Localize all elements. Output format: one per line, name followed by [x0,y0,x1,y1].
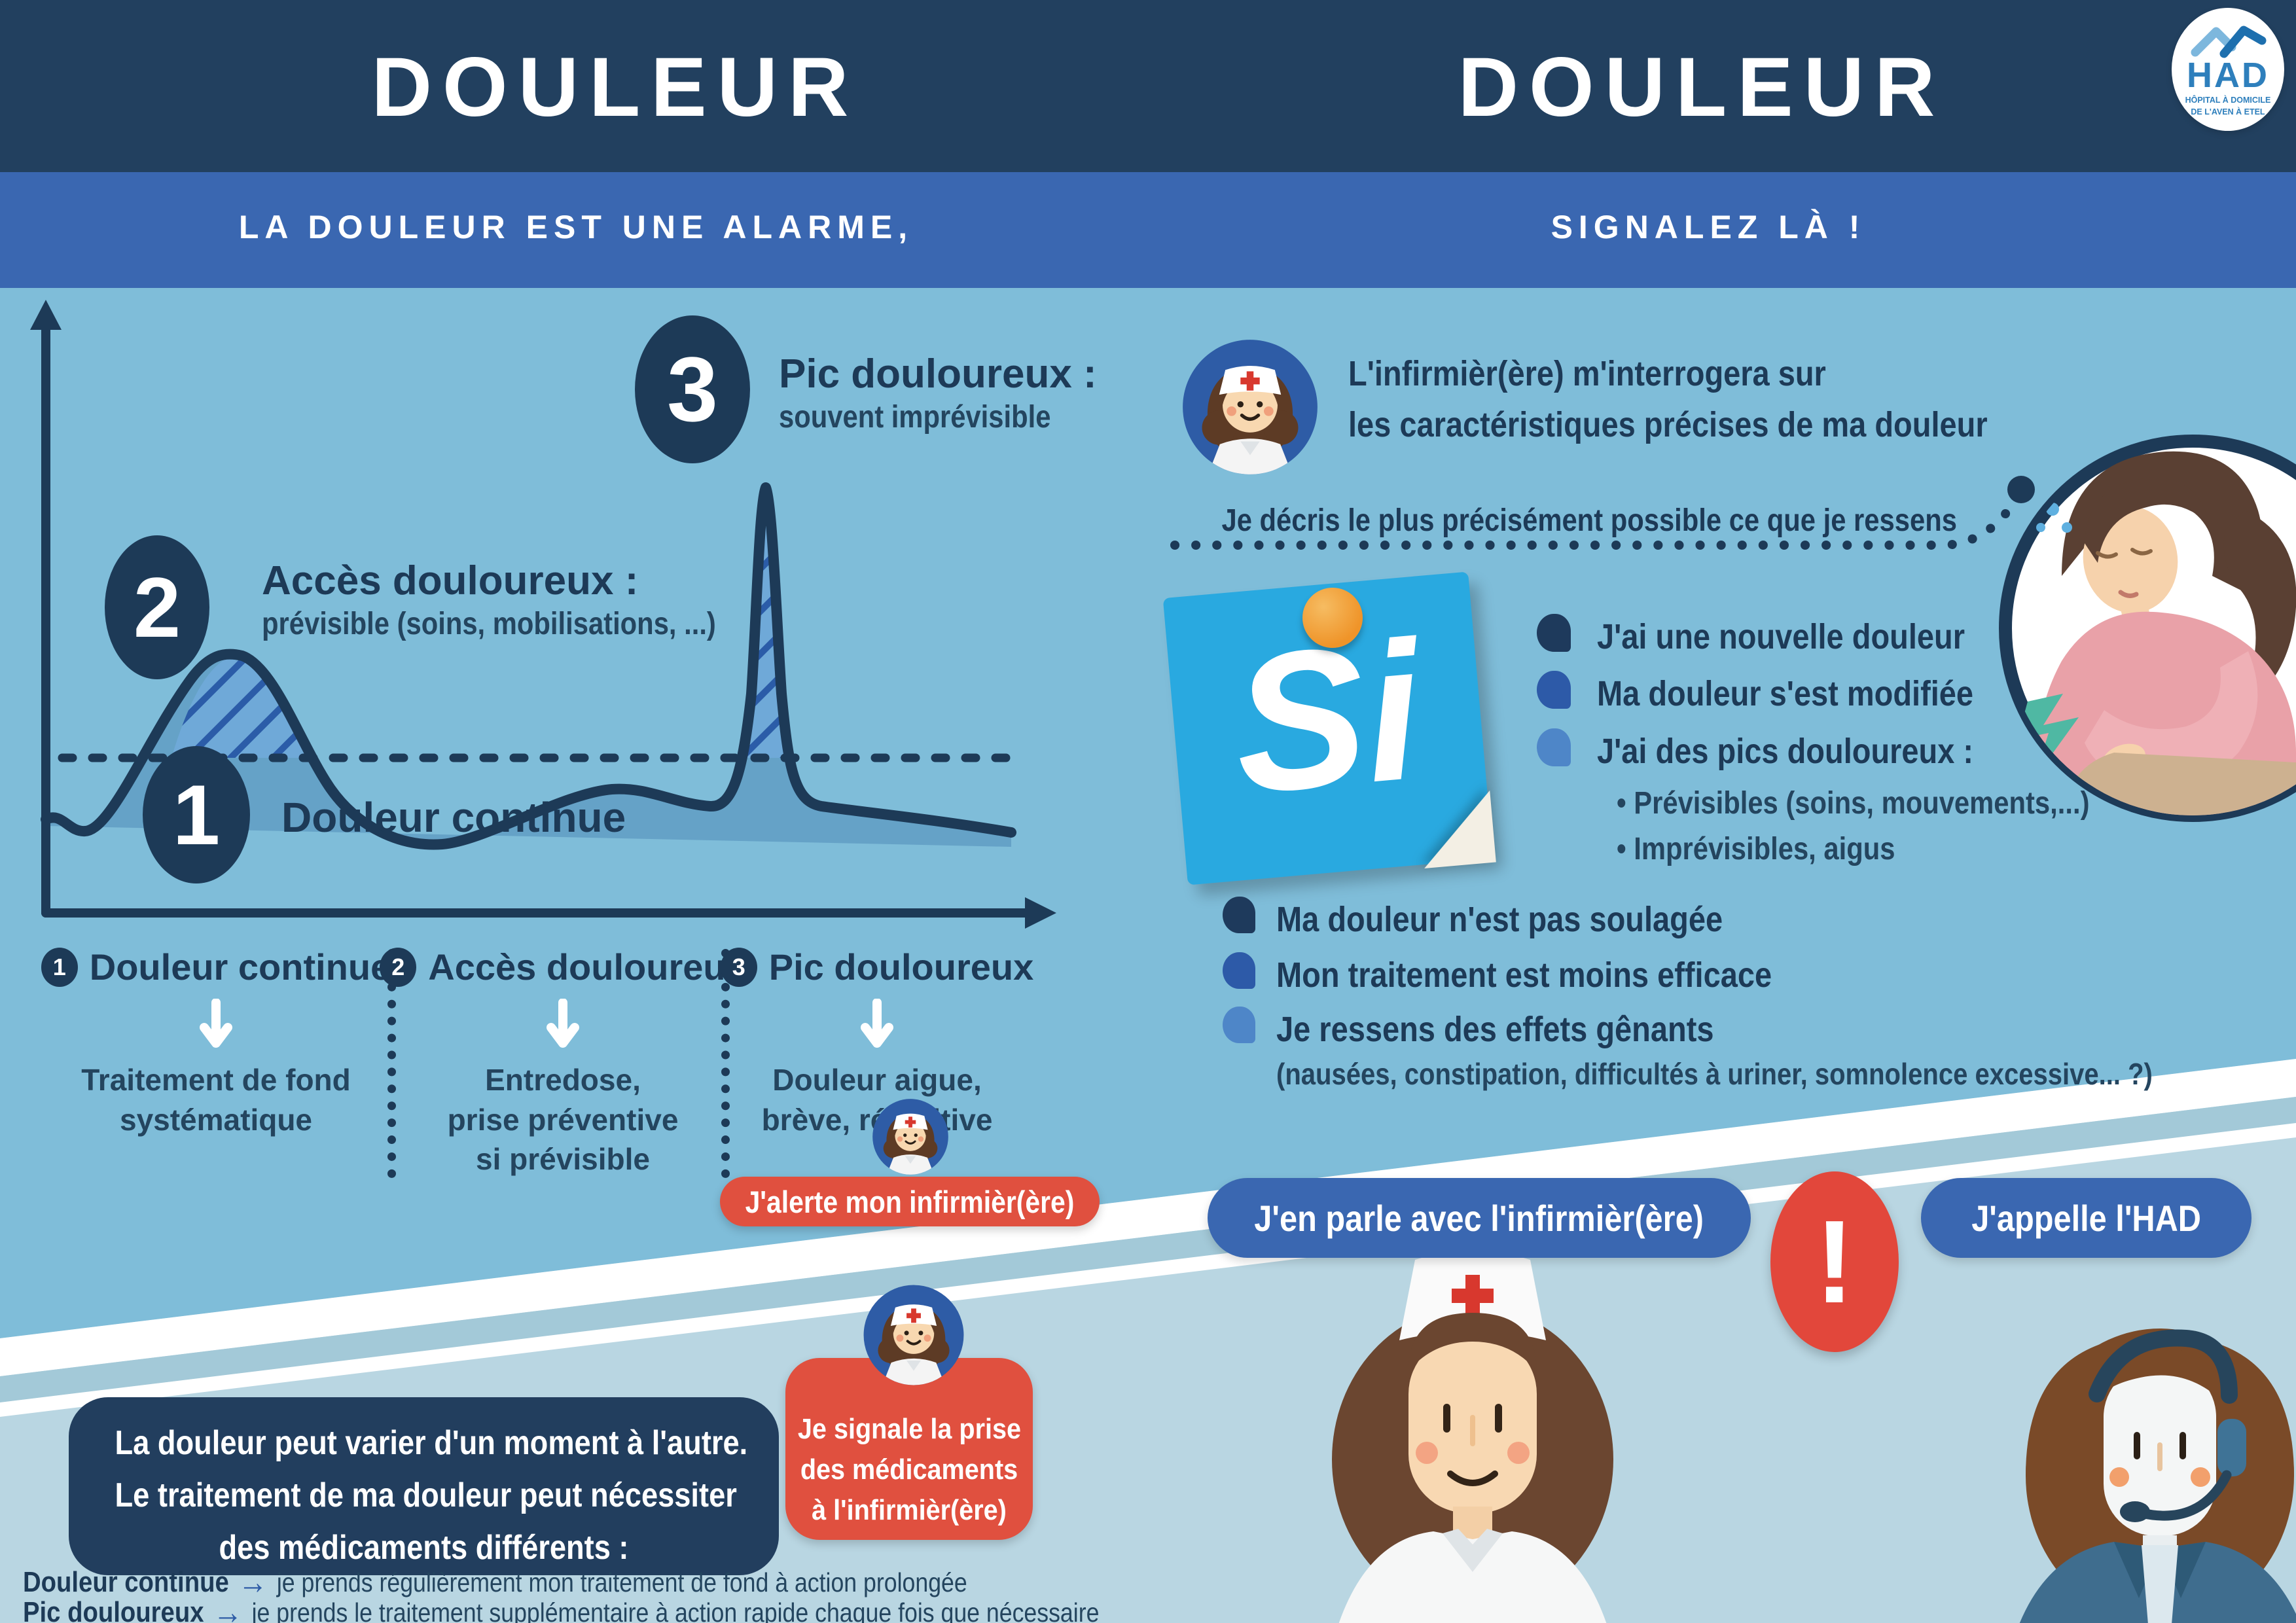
more-bullet-2: Mon traitement est moins efficace [1276,955,1772,995]
bullet-marker [1223,897,1255,933]
column-douleur-continue: 1 Douleur continue Traitement de fond sy… [41,946,391,1139]
dotted-leader [1170,491,2022,550]
tagline-right: SIGNALEZ LÀ ! [1551,209,1866,245]
alert-nurse-badge: J'alerte mon infirmièr(ère) [720,1177,1100,1226]
signal-badge-line: Je signale la prise [797,1413,1022,1445]
column-2-line: Entredose, [485,1063,641,1097]
variability-info-box: La douleur peut varier d'un moment à l'a… [69,1397,779,1575]
nurse-intro-line-1: L'infirmièr(ère) m'interrogera sur [1348,354,1826,393]
call-had-button: J'appelle l'HAD [1921,1178,2251,1258]
leader-end-dot [2007,476,2035,503]
signal-badge-line: à l'infirmièr(ère) [812,1494,1007,1526]
operator-illustration [2019,1329,2296,1623]
chart-marker-2: 2 [105,535,209,679]
chart-label-pic: Pic douloureux : [779,351,1097,397]
column-3-number: 3 [720,947,757,987]
info-box-line: des médicaments différents : [219,1529,629,1567]
describe-line: Je décris le plus précisément possible c… [1221,503,1957,538]
info-box-line: La douleur peut varier d'un moment à l'a… [115,1424,748,1462]
call-had-label: J'appelle l'HAD [1971,1197,2201,1239]
talk-to-nurse-label: J'en parle avec l'infirmièr(ère) [1254,1197,1704,1239]
header-band [0,0,2296,172]
chart-axes [41,323,1032,918]
page-title-right: DOULEUR [1458,41,1946,134]
signal-badge-line: des médicaments [800,1454,1018,1486]
bullet-dot: • [1617,832,1626,866]
arrow-right-icon: → [238,1563,268,1601]
tagline-left: LA DOULEUR EST UNE ALARME, [238,209,914,245]
arrow-right-icon: → [213,1594,243,1623]
talk-to-nurse-button: J'en parle avec l'infirmièr(ère) [1208,1178,1751,1258]
column-2-line: si prévisible [476,1142,650,1177]
column-2-line: prise préventive [447,1102,679,1137]
down-arrow-icon [861,999,893,1048]
more-bullet-sub: (nausées, constipation, difficultés à ur… [1276,1057,2153,1091]
info-box-line: Le traitement de ma douleur peut nécessi… [115,1476,737,1514]
down-arrow-icon [200,999,232,1048]
chart-label-continue: Douleur continue [281,794,626,841]
signal-medication-badge: Je signale la prise des médicaments à l'… [785,1358,1033,1540]
logo-subtitle-1: HÔPITAL À DOMICILE [2185,96,2271,105]
column-1-line: Traitement de fond [81,1063,351,1097]
si-bullet-3: J'ai des pics douloureux : [1597,732,1974,771]
exclamation-mark: ! [1815,1196,1854,1328]
chart-sublabel-acces: prévisible (soins, mobilisations, ...) [262,607,716,641]
nurse-illustration [1332,1251,1613,1623]
column-2-number: 2 [380,947,417,987]
column-3-title: Pic douloureux [768,946,1034,988]
bullet-marker [1223,1007,1255,1043]
more-bullet-1: Ma douleur n'est pas soulagée [1276,900,1723,939]
column-divider [387,949,396,1178]
nurse-avatar [1181,338,1319,476]
logo-acronym: HAD [2187,56,2269,95]
bullet-marker [1537,728,1571,766]
treatment-lead: Douleur continue [23,1566,229,1598]
bullet-dot: • [1617,786,1626,821]
x-axis-arrow [1025,897,1056,929]
column-divider [721,949,730,1178]
bullet-marker [1537,614,1571,652]
column-1-title: Douleur continue [89,946,391,988]
had-logo-pulse-icon [2191,26,2267,58]
treatment-rule-continue: Douleur continue → je prends régulièreme… [23,1563,967,1602]
si-bullet-2: Ma douleur s'est modifiée [1597,674,1974,713]
y-axis-arrow [30,300,62,330]
nurse-avatar [872,1098,949,1175]
bullet-marker [1223,952,1255,989]
nurse-intro-line-2: les caractéristiques précises de ma doul… [1348,405,1988,444]
column-acces-douloureux: 2 Accès douloureux Entredose, prise prév… [380,946,746,1179]
exclamation-badge: ! [1770,1171,1899,1352]
treatment-text: je prends régulièrement mon traitement d… [276,1567,967,1597]
logo-subtitle-2: DE L'AVEN À ETEL [2191,107,2265,116]
treatment-lead: Pic douloureux [23,1596,204,1623]
bullet-marker [1537,671,1571,709]
chart-sublabel-pic: souvent imprévisible [779,400,1051,435]
si-note-curl [1418,790,1496,868]
column-1-line: systématique [119,1102,312,1137]
chart-label-acces: Accès douloureux : [262,558,639,603]
column-1-number: 1 [41,947,78,987]
had-logo: HAD HÔPITAL À DOMICILE DE L'AVEN À ETEL [2172,8,2284,131]
more-bullet-3: Je ressens des effets gênants [1276,1010,1714,1049]
treatment-rule-pic: Pic douloureux → je prends le traitement… [23,1593,1099,1623]
column-2-title: Accès douloureux [428,946,746,988]
chart-marker-1: 1 [143,746,250,883]
down-arrow-icon [547,999,579,1048]
column-3-line: Douleur aigue, [772,1063,982,1097]
si-sub-bullet-2: • Imprévisibles, aigus [1617,832,1895,866]
si-sub-bullet-1: • Prévisibles (soins, mouvements,...) [1617,786,2090,821]
nurse-avatar [863,1284,965,1386]
pain-curve [41,482,1016,850]
treatment-text: je prends le traitement supplémentaire à… [251,1597,1100,1623]
pain-chart [30,300,1056,929]
si-bullet-1: J'ai une nouvelle douleur [1597,617,1965,656]
page-title-left: DOULEUR [371,41,859,134]
hump-above-threshold [171,655,306,758]
pain-medallion [1999,435,2296,822]
tagline-band [0,172,2296,288]
pushpin-icon [1302,588,1363,648]
alert-nurse-badge-label: J'alerte mon infirmièr(ère) [745,1184,1075,1219]
chart-marker-3: 3 [635,315,750,463]
